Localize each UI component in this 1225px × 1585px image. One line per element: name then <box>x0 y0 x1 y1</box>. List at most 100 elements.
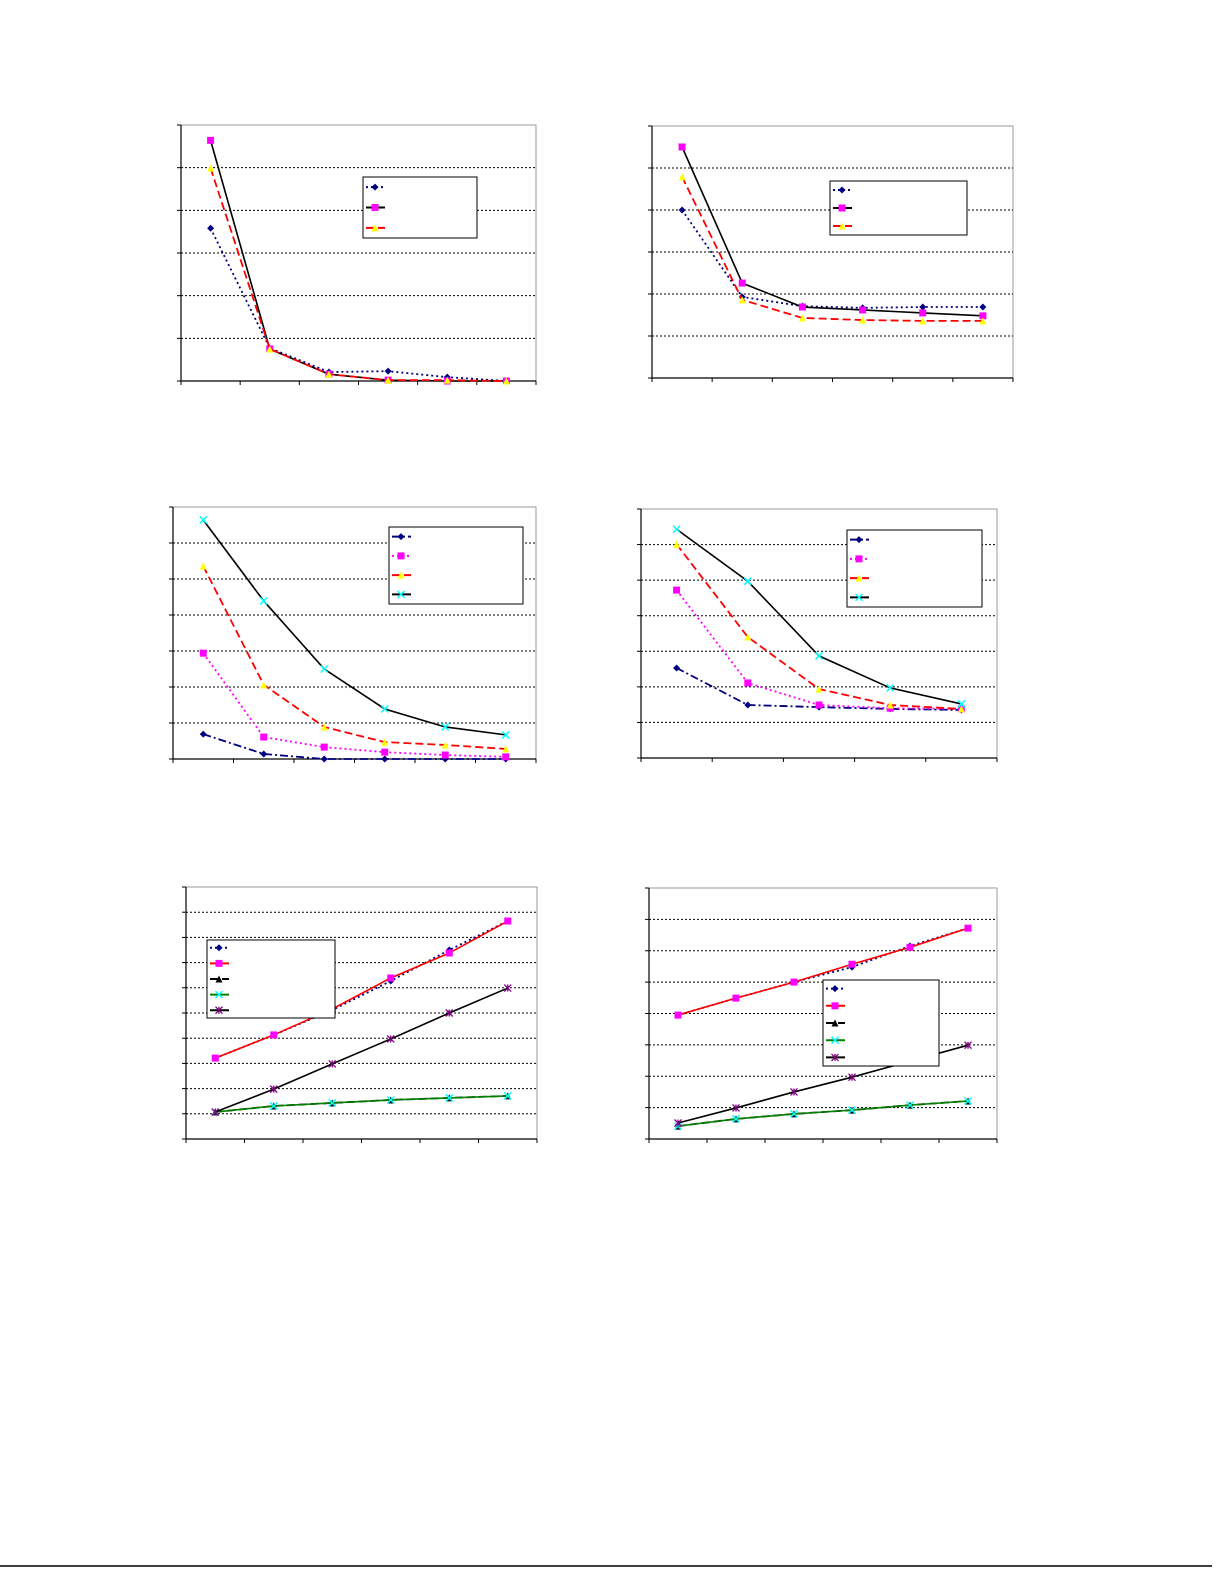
chart-6 <box>645 887 998 1143</box>
data-point-diamond <box>397 533 405 541</box>
data-point-x <box>259 596 268 605</box>
legend-entry-1 <box>392 533 411 541</box>
series-line <box>202 519 506 736</box>
data-point-triangle <box>744 633 752 641</box>
data-point-star <box>269 1085 278 1094</box>
data-point-diamond <box>207 224 215 232</box>
data-point-diamond <box>371 183 379 191</box>
series-3 <box>199 562 510 753</box>
data-point-x <box>445 1093 454 1102</box>
series-line <box>202 565 506 750</box>
data-point-triangle <box>397 571 405 579</box>
data-point-x <box>847 1106 857 1115</box>
data-point-star <box>848 1073 856 1082</box>
data-point-diamond <box>831 985 839 993</box>
series-line <box>214 920 509 1059</box>
data-point-x <box>672 525 681 534</box>
data-point-x <box>380 704 389 713</box>
data-point-x <box>269 1101 278 1111</box>
data-point-star <box>674 1119 682 1127</box>
legend-entry-2 <box>826 1002 845 1010</box>
legend-entry-3 <box>366 224 385 232</box>
legend-entry-1 <box>850 536 869 544</box>
data-point-triangle <box>919 317 927 325</box>
data-point-triangle <box>443 376 451 384</box>
chart-5 <box>182 886 538 1143</box>
legend-box <box>388 526 524 605</box>
series-3 <box>673 540 965 713</box>
legend-entry-2 <box>210 959 229 967</box>
legend-entry-2 <box>850 555 869 563</box>
data-point-triangle <box>381 738 389 746</box>
series-line <box>202 733 506 760</box>
data-point-square <box>199 649 207 657</box>
data-point-diamond <box>673 664 681 672</box>
data-point-x <box>789 1109 799 1118</box>
legend-entry-1 <box>833 186 852 194</box>
data-point-x <box>957 699 966 708</box>
data-point-star <box>445 1009 454 1017</box>
data-point-x <box>814 651 824 660</box>
series-2 <box>674 924 972 1019</box>
series-5 <box>211 984 512 1116</box>
data-point-square <box>790 978 798 986</box>
data-point-diamond <box>320 755 328 763</box>
data-point-star <box>732 1103 740 1112</box>
data-point-star <box>386 1035 395 1043</box>
legend-entry-1 <box>210 944 229 952</box>
data-point-diamond <box>979 303 987 311</box>
data-point-square <box>441 751 449 759</box>
data-point-triangle <box>207 164 215 172</box>
data-point-x <box>854 593 864 602</box>
series-line <box>681 209 983 309</box>
series-2 <box>199 649 510 761</box>
data-point-square <box>211 1054 219 1062</box>
data-point-triangle <box>979 317 987 325</box>
data-point-square <box>674 1011 682 1019</box>
data-point-diamond <box>744 701 752 709</box>
data-point-square <box>320 743 328 751</box>
data-point-square <box>838 204 846 212</box>
legend <box>388 526 524 605</box>
series-line <box>681 176 983 322</box>
data-point-square <box>678 143 686 151</box>
data-point-triangle <box>798 314 806 322</box>
data-point-star <box>211 1108 220 1116</box>
data-point-diamond <box>384 367 392 375</box>
data-point-x <box>731 1114 741 1123</box>
legend-entry-4 <box>826 1036 845 1045</box>
data-point-triangle <box>199 562 207 570</box>
data-point-square <box>502 753 510 761</box>
chart-2 <box>648 125 1014 382</box>
data-point-square <box>260 733 268 741</box>
legend-entry-4 <box>392 590 411 599</box>
data-point-square <box>673 586 681 594</box>
data-point-star <box>503 984 512 993</box>
data-point-diamond <box>215 944 223 952</box>
data-point-x <box>320 664 329 674</box>
series-4 <box>672 525 966 708</box>
data-point-square <box>859 306 867 314</box>
data-point-x <box>743 577 752 586</box>
data-point-triangle <box>260 681 268 689</box>
data-point-diamond <box>919 303 927 311</box>
legend <box>206 939 336 1019</box>
series-3 <box>207 164 510 385</box>
data-point-x <box>396 590 406 599</box>
data-point-square <box>979 312 987 320</box>
data-point-x <box>886 683 895 692</box>
data-point-diamond <box>260 750 268 758</box>
data-point-square <box>744 679 752 687</box>
legend-entry-2 <box>366 204 385 211</box>
data-point-triangle <box>384 376 392 384</box>
data-point-x <box>386 1095 395 1104</box>
series-3 <box>678 173 987 325</box>
data-point-triangle <box>502 745 510 753</box>
data-point-triangle <box>215 975 223 983</box>
data-point-square <box>397 552 405 560</box>
data-point-star <box>215 1006 223 1015</box>
legend-entry-5 <box>210 1006 229 1015</box>
legend-entry-2 <box>833 204 852 212</box>
series-line <box>677 927 969 1016</box>
